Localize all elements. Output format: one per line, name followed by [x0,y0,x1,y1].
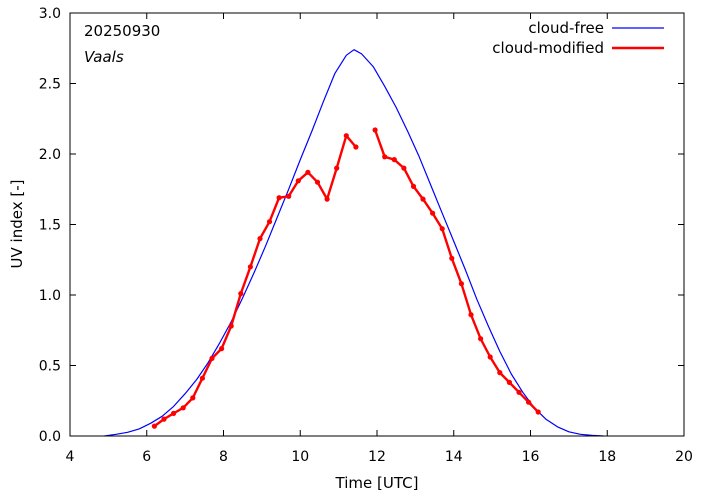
data-point-cloud-modified [420,196,426,202]
data-point-cloud-modified [391,157,397,163]
y-tick-label: 0.5 [39,359,61,375]
data-point-cloud-modified [238,291,244,297]
x-tick-label: 18 [598,449,616,465]
data-point-cloud-modified [478,336,484,342]
data-point-cloud-modified [228,323,234,329]
data-point-cloud-modified [161,416,167,422]
data-point-cloud-modified [286,193,292,199]
x-tick-label: 10 [291,449,309,465]
data-point-cloud-modified [190,395,196,401]
data-point-cloud-modified [209,355,215,361]
data-point-cloud-modified [401,165,407,171]
data-point-cloud-modified [305,169,311,175]
data-point-cloud-modified [247,264,253,270]
location-annotation: Vaals [84,48,124,66]
y-tick-label: 2.5 [39,77,61,93]
data-point-cloud-modified [295,178,301,184]
y-tick-label: 2.0 [39,147,61,163]
data-point-cloud-modified [151,423,157,429]
legend-label-cloud-modified: cloud-modified [492,39,604,57]
data-point-cloud-modified [314,179,321,185]
x-tick-label: 16 [522,449,540,465]
data-point-cloud-modified [171,410,177,416]
data-point-cloud-modified [449,255,455,261]
series-line-cloud-free [104,49,604,437]
data-point-cloud-modified [382,154,388,160]
x-tick-label: 6 [142,449,151,465]
data-point-cloud-modified [497,370,503,376]
data-point-cloud-modified [506,379,512,385]
x-tick-label: 12 [368,449,386,465]
x-tick-labels: 4 6 8 10 12 14 16 18 20 [66,449,693,465]
data-point-cloud-modified [535,409,541,415]
series-line-cloud-modified [153,134,357,428]
y-tick-label: 1.0 [39,288,61,304]
data-point-cloud-modified [526,399,532,405]
data-point-cloud-modified [372,127,378,133]
y-tick-label: 3.0 [39,6,61,22]
x-tick-label: 8 [219,449,228,465]
data-point-cloud-modified [180,405,186,411]
y-tick-labels: 0.0 0.5 1.0 1.5 2.0 2.5 3.0 [39,6,61,445]
data-point-cloud-modified [353,144,359,150]
x-axis-label: Time [UTC] [335,474,419,492]
data-point-cloud-modified [324,196,330,202]
data-point-cloud-modified [334,165,340,171]
data-point-cloud-modified [276,195,282,201]
data-point-cloud-modified [487,354,493,360]
x-tick-label: 4 [66,449,75,465]
series-layer [104,49,604,437]
y-tick-label: 0.0 [39,429,61,445]
data-point-cloud-modified [343,133,349,139]
data-point-cloud-modified [257,236,263,242]
date-annotation: 20250930 [84,22,160,40]
data-point-cloud-modified [468,312,474,318]
data-point-cloud-modified [219,346,225,352]
x-tick-label: 20 [675,449,693,465]
data-point-cloud-modified [458,281,464,287]
data-point-cloud-modified [199,375,205,381]
legend-label-cloud-free: cloud-free [528,19,604,37]
data-point-cloud-modified [266,219,273,225]
data-point-cloud-modified [430,210,436,216]
y-tick-label: 1.5 [39,218,61,234]
data-point-cloud-modified [516,389,522,395]
y-axis-label: UV index [-] [8,180,26,269]
data-point-cloud-modified [439,226,445,232]
legend: cloud-free cloud-modified [492,19,664,57]
x-tick-label: 14 [445,449,463,465]
data-point-cloud-modified [410,183,417,189]
plot-frame [69,12,685,437]
